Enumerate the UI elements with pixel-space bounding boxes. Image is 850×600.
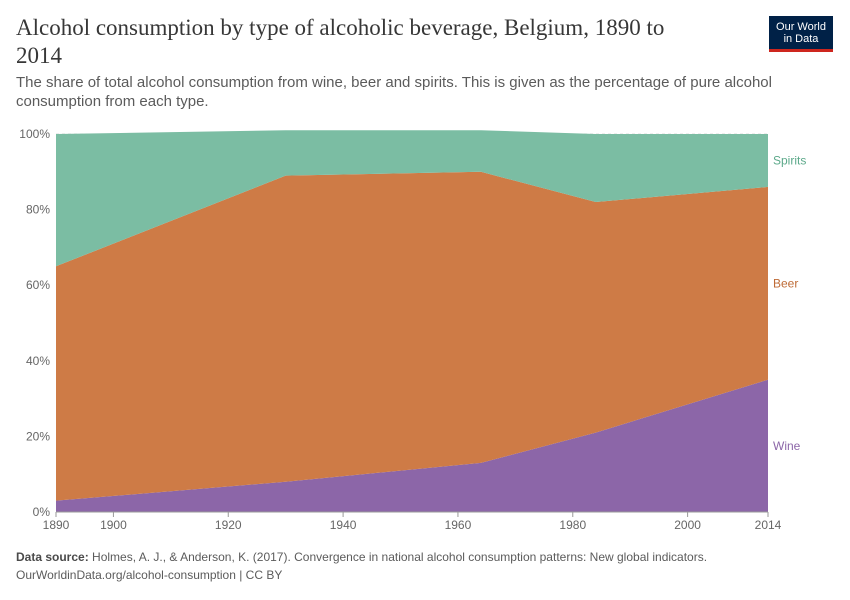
series-label-beer: Beer (773, 276, 798, 290)
x-tick-label: 2000 (674, 518, 701, 532)
chart-subtitle: The share of total alcohol consumption f… (16, 74, 772, 110)
logo-line-1: Our World (776, 20, 826, 33)
source-line: Data source: Holmes, A. J., & Anderson, … (16, 548, 836, 566)
footer: Data source: Holmes, A. J., & Anderson, … (16, 548, 836, 584)
source-label: Data source: (16, 550, 89, 564)
area-spirits (56, 130, 768, 267)
x-tick-label: 1960 (445, 518, 472, 532)
logo-line-2: in Data (783, 32, 819, 45)
area-layer (56, 130, 768, 512)
y-tick-label: 0% (33, 505, 51, 519)
x-tick-label: 1940 (330, 518, 357, 532)
area-wine (56, 379, 768, 512)
y-tick-label: 80% (26, 203, 50, 217)
y-tick-label: 100% (19, 127, 50, 141)
x-tick-label: 2014 (755, 518, 782, 532)
url-line[interactable]: OurWorldinData.org/alcohol-consumption |… (16, 568, 283, 582)
series-labels: Wine Beer Spirits (773, 153, 806, 452)
source-text: Holmes, A. J., & Anderson, K. (2017). Co… (92, 550, 708, 564)
x-tick-label: 1890 (43, 518, 70, 532)
x-tick-label: 1900 (100, 518, 127, 532)
area-beer (56, 171, 768, 501)
series-label-spirits: Spirits (773, 153, 806, 167)
y-tick-label: 40% (26, 354, 50, 368)
chart-title: Alcohol consumption by type of alcoholic… (16, 15, 665, 68)
series-label-wine: Wine (773, 439, 801, 453)
owid-logo[interactable]: Our World in Data (769, 16, 833, 52)
x-tick-label: 1980 (559, 518, 586, 532)
stacked-area-chart: 0% 20% 40% 60% 80% 100% 1890 1900 1920 1940 1960 19… (19, 127, 806, 532)
y-tick-label: 20% (26, 429, 50, 443)
x-tick-label: 1920 (215, 518, 242, 532)
y-tick-label: 60% (26, 278, 50, 292)
axes: 0% 20% 40% 60% 80% 100% 1890 1900 1920 1940 1960 19… (19, 127, 781, 532)
